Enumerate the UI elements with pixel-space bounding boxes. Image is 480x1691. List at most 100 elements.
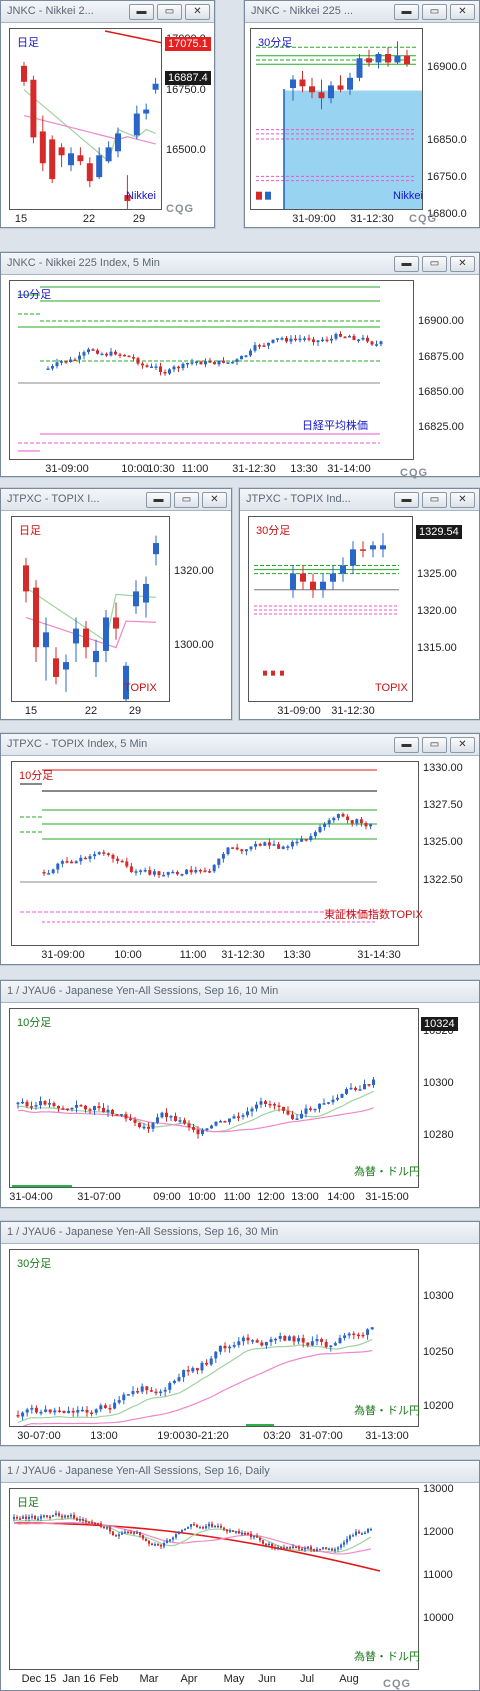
close-button[interactable]: ✕ xyxy=(450,737,475,753)
candle xyxy=(375,54,382,63)
candle xyxy=(154,366,158,368)
candle xyxy=(57,1410,61,1413)
candle xyxy=(91,349,95,351)
window-title: JNKC - Nikkei 225 ... xyxy=(251,5,354,17)
title-bar[interactable]: 1 / JYAU6 - Japanese Yen-All Sessions, S… xyxy=(1,1222,479,1244)
candle xyxy=(258,345,261,347)
candle xyxy=(25,1516,27,1519)
minimize-button[interactable]: ▬ xyxy=(394,256,419,272)
maximize-button[interactable]: ▭ xyxy=(422,256,447,272)
candle xyxy=(272,844,276,846)
candle xyxy=(250,1533,252,1538)
x-tick-label: 11:00 xyxy=(179,949,207,961)
candle xyxy=(58,147,65,156)
minimize-button[interactable]: ▬ xyxy=(394,492,419,508)
close-button[interactable]: ✕ xyxy=(202,492,227,508)
candle xyxy=(278,1335,282,1339)
maximize-button[interactable]: ▭ xyxy=(422,492,447,508)
candle xyxy=(328,85,334,99)
title-bar[interactable]: JTPXC - TOPIX I... ▬ ▭ ✕ xyxy=(1,489,231,511)
candle xyxy=(264,1101,267,1105)
candle xyxy=(237,1341,241,1346)
title-bar[interactable]: JTPXC - TOPIX Ind... ▬ ▭ ✕ xyxy=(240,489,479,511)
candle xyxy=(253,1535,255,1538)
maximize-button[interactable]: ▭ xyxy=(157,4,182,20)
maximize-button[interactable]: ▭ xyxy=(422,4,447,20)
chart-plot[interactable] xyxy=(9,1488,419,1670)
candle xyxy=(93,1106,96,1111)
topix-daily-window[interactable]: JTPXC - TOPIX I... ▬ ▭ ✕ 1320.00 1300.00 15 2… xyxy=(0,488,232,720)
title-bar[interactable]: JNKC - Nikkei 225 ... ▬ ▭ ✕ xyxy=(245,1,479,23)
candle xyxy=(223,1527,225,1530)
yen-30min-window[interactable]: 1 / JYAU6 - Japanese Yen-All Sessions, S… xyxy=(0,1221,480,1446)
price-badge: 16887.4 xyxy=(165,71,211,85)
candle xyxy=(301,1338,305,1343)
y-tick-label: 1320.00 xyxy=(174,565,214,577)
candle xyxy=(244,1532,246,1535)
candle xyxy=(123,354,126,357)
chart-plot[interactable] xyxy=(9,1249,419,1427)
nikkei-daily-window[interactable]: JNKC - Nikkei 2... ▬▭✕ 17000.016750.0165… xyxy=(0,0,215,228)
candle xyxy=(163,1389,167,1392)
title-bar[interactable]: 1 / JYAU6 - Japanese Yen-All Sessions, S… xyxy=(1,981,479,1003)
chart-plot[interactable] xyxy=(250,28,423,210)
candle xyxy=(76,1518,78,1521)
candle xyxy=(58,1513,60,1516)
close-button[interactable]: ✕ xyxy=(450,4,475,20)
candle xyxy=(25,1101,29,1107)
close-button[interactable]: ✕ xyxy=(185,4,210,20)
chart-plot[interactable] xyxy=(9,1008,419,1188)
candle xyxy=(246,1337,250,1341)
chart-plot[interactable] xyxy=(11,516,170,702)
yen-daily-window[interactable]: 1 / JYAU6 - Japanese Yen-All Sessions, S… xyxy=(0,1460,480,1691)
chart-plot[interactable] xyxy=(9,28,162,210)
candle xyxy=(229,1530,231,1532)
title-bar[interactable]: JNKC - Nikkei 225 Index, 5 Min ▬ ▭ ✕ xyxy=(1,253,479,275)
candle xyxy=(64,361,68,363)
candle xyxy=(193,1524,195,1526)
candle xyxy=(79,1105,83,1107)
candle xyxy=(88,1109,92,1111)
candle xyxy=(86,163,93,182)
topix-5min-window[interactable]: JTPXC - TOPIX Index, 5 Min ▬ ▭ ✕ 1330.00 13… xyxy=(0,733,480,965)
title-bar[interactable]: JNKC - Nikkei 2... ▬ ▭ ✕ xyxy=(1,1,214,23)
x-tick-label: 31-04:00 xyxy=(9,1191,53,1203)
yen-10min-window[interactable]: 1 / JYAU6 - Japanese Yen-All Sessions, S… xyxy=(0,980,480,1208)
maximize-button[interactable]: ▭ xyxy=(174,492,199,508)
candle xyxy=(241,1337,245,1342)
minimize-button[interactable]: ▬ xyxy=(129,4,154,20)
chart-plot[interactable] xyxy=(11,761,419,946)
candle xyxy=(57,1106,60,1109)
nikkei-5min-window[interactable]: JNKC - Nikkei 225 Index, 5 Min ▬ ▭ ✕ 16900… xyxy=(0,252,480,479)
candle xyxy=(46,368,50,371)
topix-30min-window[interactable]: JTPXC - TOPIX Ind... ▬ ▭ ✕ 1325.00 1320.00 1… xyxy=(239,488,480,720)
candle xyxy=(43,632,49,648)
close-button[interactable]: ✕ xyxy=(450,492,475,508)
minimize-button[interactable]: ▬ xyxy=(146,492,171,508)
candle xyxy=(129,866,133,872)
candle xyxy=(73,359,77,362)
candle xyxy=(349,1535,351,1540)
candle xyxy=(244,355,248,357)
candle xyxy=(321,339,324,342)
candle xyxy=(65,861,69,863)
long-ma-line xyxy=(104,30,161,44)
y-tick-label: 1330.00 xyxy=(423,762,463,774)
nikkei-30min-window[interactable]: JNKC - Nikkei 225 ... ▬ ▭ ✕ 16900.0 16850.0… xyxy=(244,0,480,228)
candle xyxy=(103,1526,105,1529)
chart-plot[interactable] xyxy=(9,280,414,460)
candle xyxy=(133,113,140,136)
candle xyxy=(237,1116,240,1118)
candle xyxy=(244,849,248,852)
candle xyxy=(364,1532,366,1535)
candle xyxy=(352,335,356,341)
close-button[interactable]: ✕ xyxy=(450,256,475,272)
title-bar[interactable]: 1 / JYAU6 - Japanese Yen-All Sessions, S… xyxy=(1,1461,479,1483)
minimize-button[interactable]: ▬ xyxy=(394,737,419,753)
minimize-button[interactable]: ▬ xyxy=(394,4,419,20)
window-title: 1 / JYAU6 - Japanese Yen-All Sessions, S… xyxy=(7,1226,279,1238)
title-bar[interactable]: JTPXC - TOPIX Index, 5 Min ▬ ▭ ✕ xyxy=(1,734,479,756)
candle xyxy=(34,1105,38,1107)
chart-plot[interactable] xyxy=(248,516,413,702)
maximize-button[interactable]: ▭ xyxy=(422,737,447,753)
